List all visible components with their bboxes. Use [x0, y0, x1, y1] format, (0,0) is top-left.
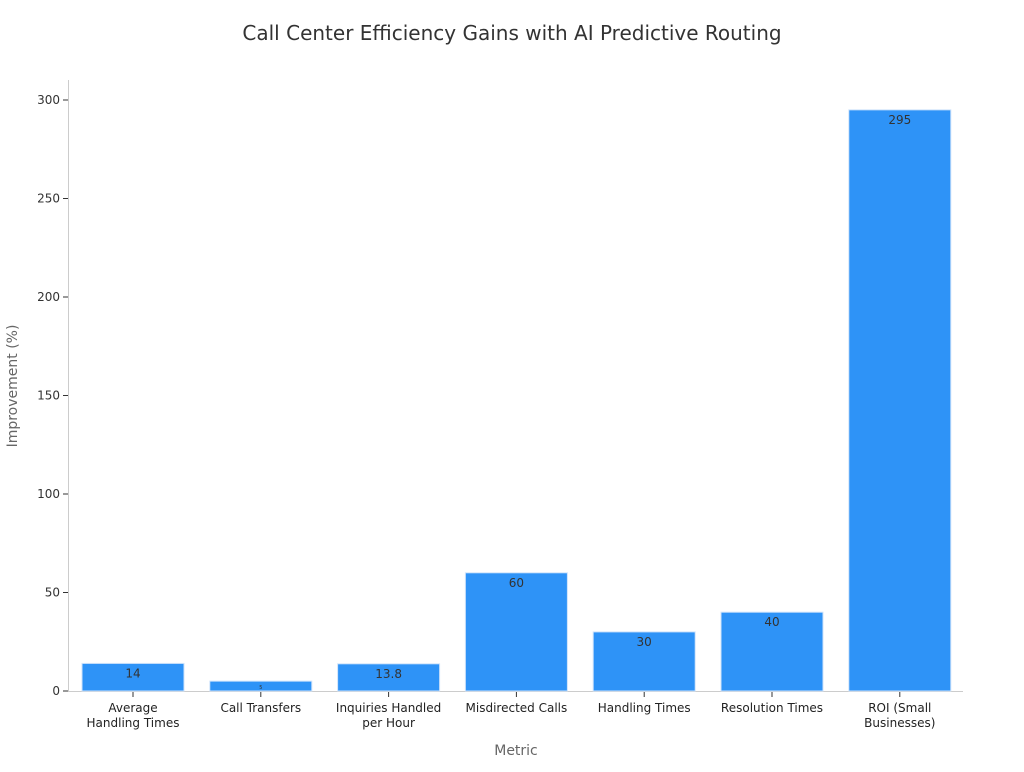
x-tick-label: Inquiries Handled: [336, 701, 441, 715]
y-tick-label: 200: [37, 290, 60, 304]
x-tick-label: Handling Times: [87, 716, 180, 730]
bar[interactable]: [464, 572, 568, 692]
y-tick-label: 50: [45, 586, 60, 600]
y-tick-label: 250: [37, 192, 60, 206]
y-axis-label: Improvement (%): [5, 325, 21, 448]
bar[interactable]: [720, 611, 824, 692]
x-tick-label: per Hour: [362, 716, 415, 730]
chart-title: Call Center Efficiency Gains with AI Pre…: [242, 21, 781, 45]
data-label: 60: [509, 576, 524, 590]
y-tick-label: 0: [52, 684, 60, 698]
x-tick-label: Resolution Times: [721, 701, 823, 715]
bar[interactable]: [592, 631, 696, 692]
x-tick-label: Handling Times: [598, 701, 691, 715]
x-tick-label: ROI (Small: [868, 701, 931, 715]
bar[interactable]: [209, 680, 313, 692]
data-label: 30: [637, 635, 652, 649]
x-tick-label: Businesses): [864, 716, 935, 730]
y-tick-label: 100: [37, 487, 60, 501]
bar[interactable]: [337, 663, 441, 692]
data-label: 40: [764, 615, 779, 629]
data-label: 295: [888, 113, 911, 127]
bar[interactable]: [81, 662, 185, 692]
data-label: 5: [259, 685, 262, 691]
x-tick-label: Average: [108, 701, 157, 715]
x-tick-label: Misdirected Calls: [466, 701, 568, 715]
x-tick-label: Call Transfers: [220, 701, 301, 715]
data-label: 14: [125, 666, 140, 680]
x-axis-label: Metric: [494, 743, 538, 759]
y-tick-label: 150: [37, 389, 60, 403]
bar[interactable]: [848, 109, 952, 692]
y-tick-label: 300: [37, 93, 60, 107]
data-label: 13.8: [375, 667, 402, 681]
